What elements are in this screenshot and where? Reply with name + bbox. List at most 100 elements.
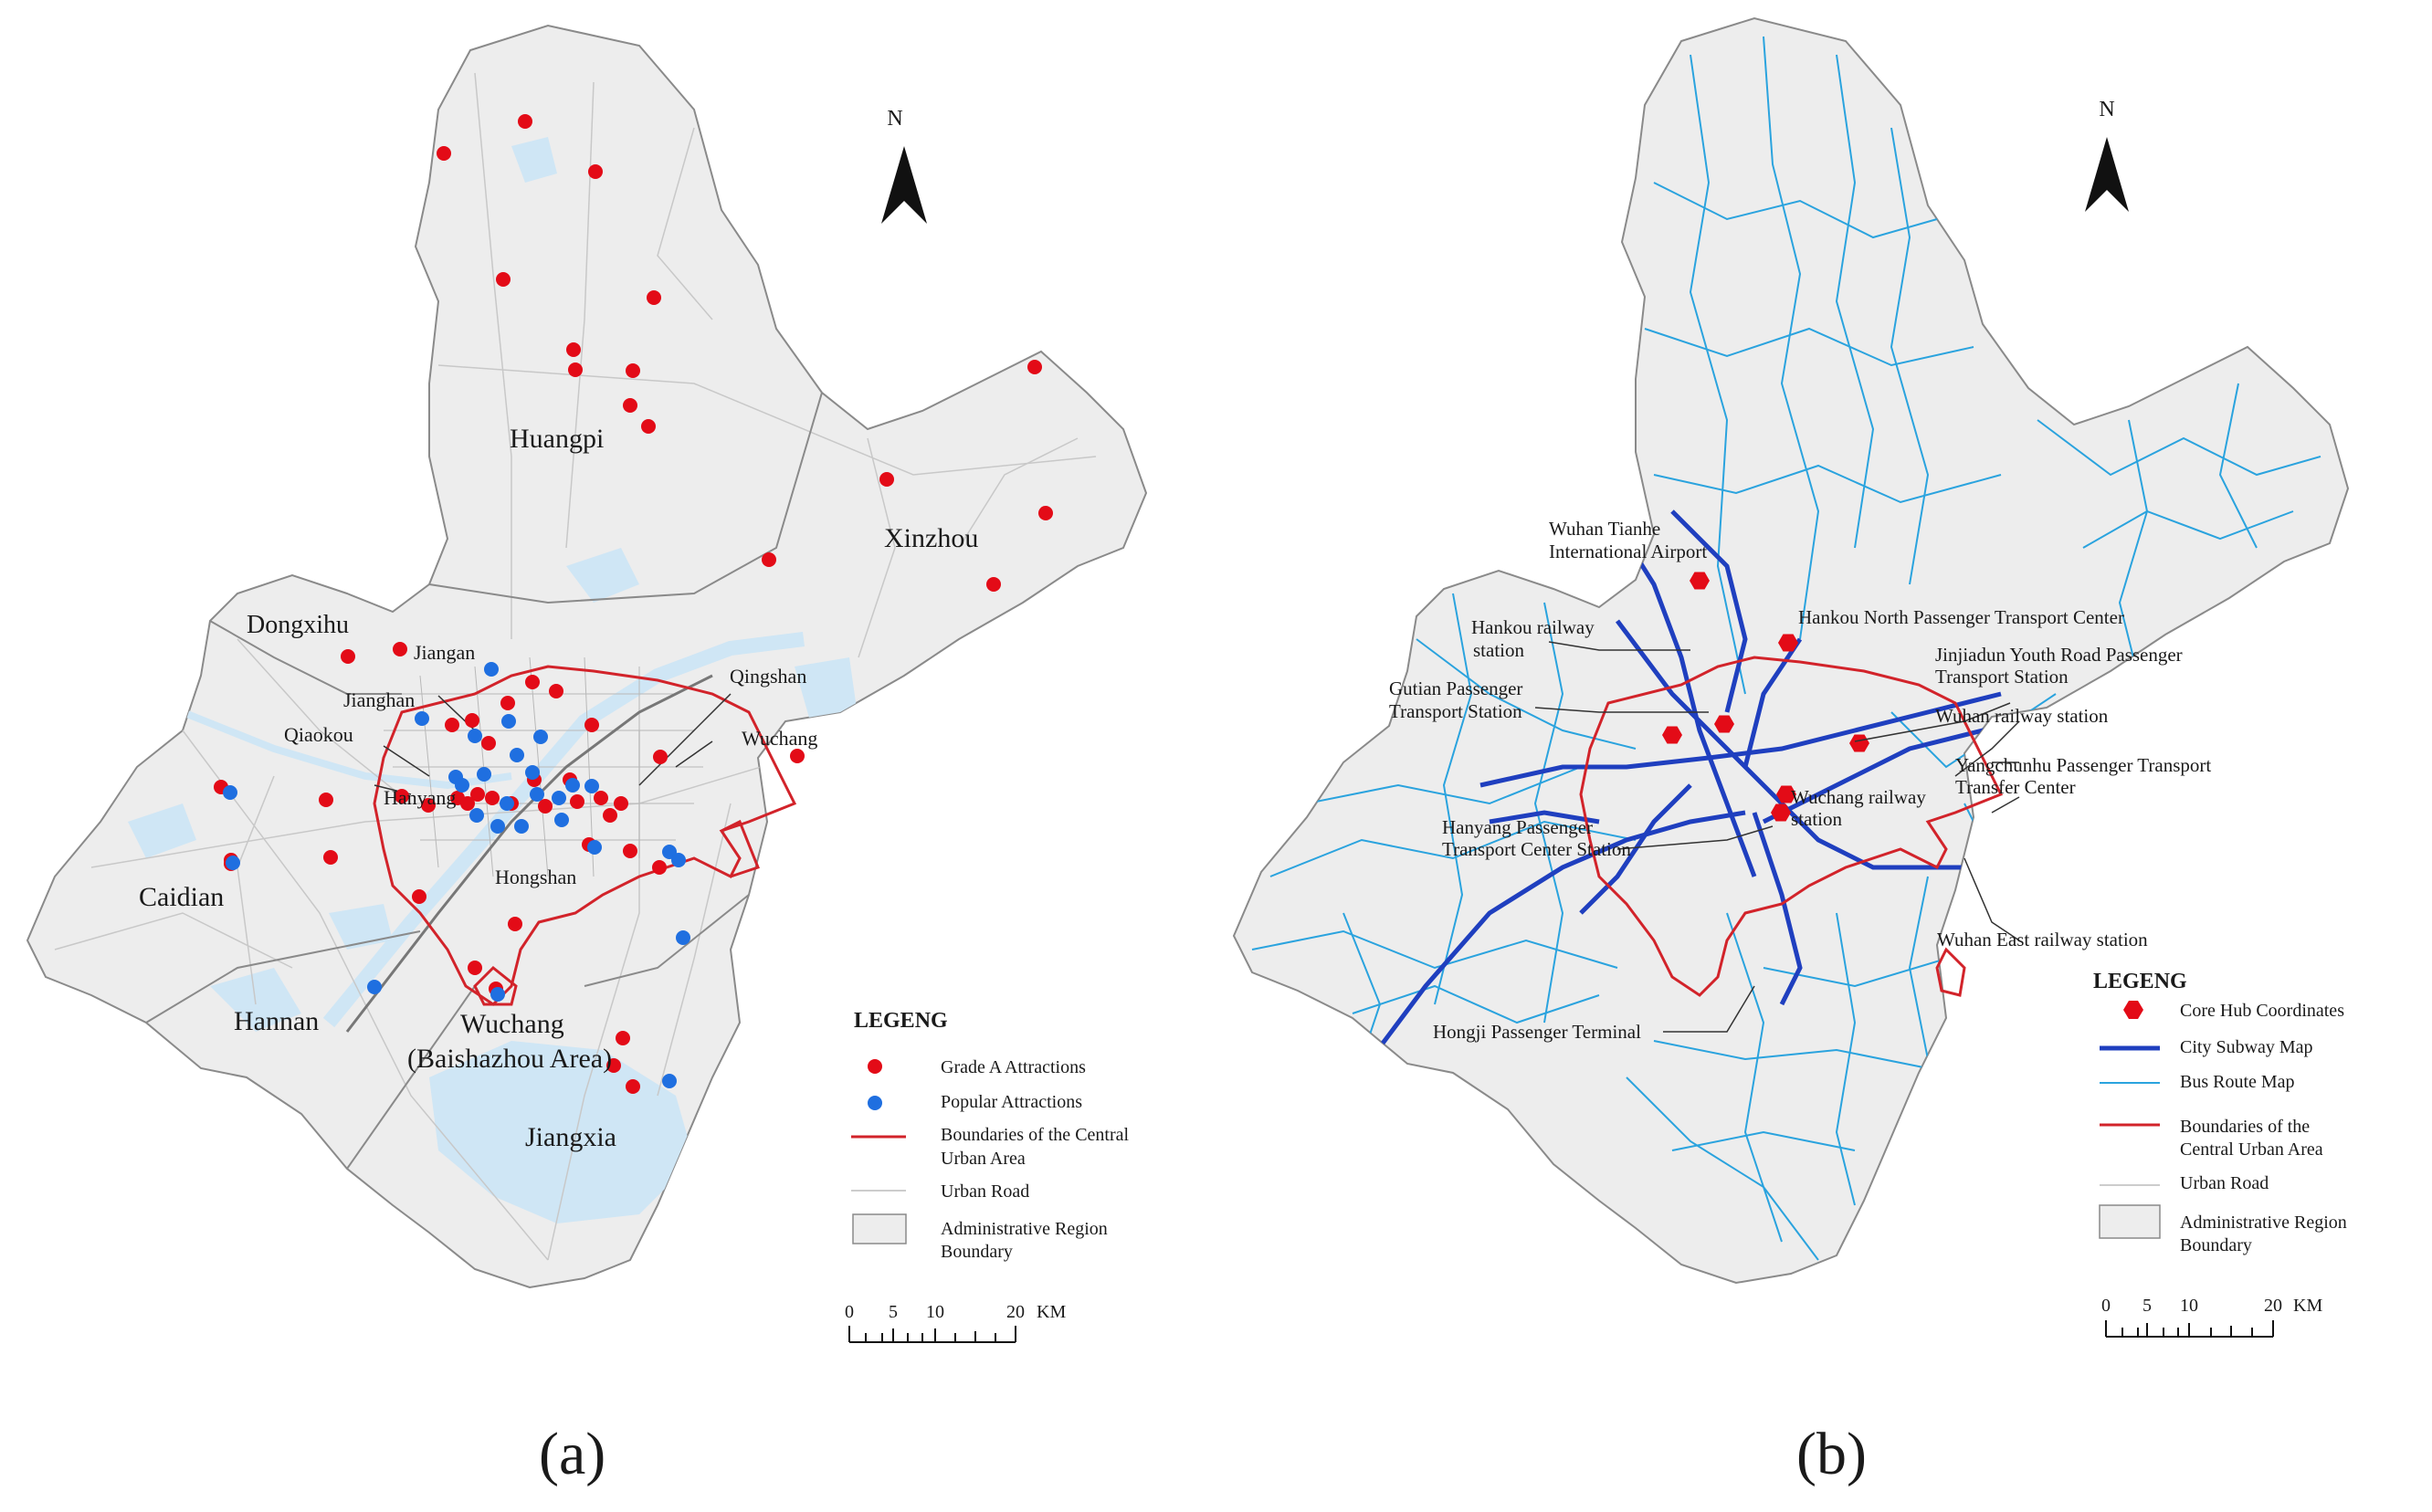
grade-a-marker	[421, 798, 436, 813]
grade-a-marker	[986, 577, 1001, 592]
scale-b-20: 20	[2264, 1296, 2282, 1316]
yangtze-river	[322, 632, 805, 1028]
grade-a-marker	[412, 889, 426, 904]
caption-b: (b)	[1796, 1421, 1867, 1487]
legend-subway-label: City Subway Map	[2180, 1037, 2313, 1057]
popular-marker	[552, 791, 566, 805]
grade-a-marker	[538, 799, 553, 814]
north-label: N	[887, 107, 902, 131]
label-hongshan: Hongshan	[495, 866, 576, 888]
han-river	[181, 709, 512, 790]
scale-b-10: 10	[2180, 1296, 2198, 1316]
district-boundaries	[145, 392, 823, 1170]
label-wuchang-baishazhou: Wuchang	[460, 1009, 564, 1039]
map-b-svg: Wuhan Tianhe International Airport Hanko…	[1232, 16, 2350, 1338]
map-panel-a: Huangpi Xinzhou Dongxihu Jiangan Jiangha…	[26, 24, 1148, 1487]
grade-a-marker	[762, 552, 776, 567]
grade-a-marker	[549, 684, 563, 698]
grade-a-marker	[588, 164, 603, 179]
label-jinjiadun-1: Jinjiadun Youth Road Passenger	[1935, 644, 2183, 666]
popular-marker	[662, 1074, 677, 1088]
hub-marker	[1778, 634, 1798, 652]
central-urban-boundary-b	[1579, 656, 2004, 997]
legend-a: LEGENG Grade A Attractions Popular Attra…	[851, 1009, 1129, 1262]
hub-marker	[1690, 572, 1710, 590]
label-jinjiadun-2: Transport Station	[1935, 666, 2069, 688]
popular-marker	[468, 729, 482, 743]
popular-marker	[469, 808, 484, 823]
grade-a-marker	[323, 850, 338, 865]
legend-b-admin-symbol	[2099, 1204, 2161, 1239]
grade-a-marker	[518, 114, 532, 129]
label-caidian: Caidian	[139, 882, 224, 912]
scale-b-0: 0	[2101, 1296, 2111, 1316]
grade-a-marker	[460, 796, 475, 811]
label-baishazhou-area: (Baishazhou Area)	[407, 1044, 612, 1074]
hub-marker	[1771, 803, 1791, 822]
legend-title: LEGENG	[854, 1009, 948, 1033]
scale-bar-b: 0 5 10 20 KM	[2101, 1296, 2322, 1338]
popular-marker	[455, 778, 469, 793]
map-panel-b: Wuhan Tianhe International Airport Hanko…	[1216, 0, 2432, 1512]
hub-marker	[1776, 785, 1796, 803]
legend-b-title: LEGENG	[2093, 970, 2187, 993]
popular-marker	[584, 779, 599, 793]
legend-grade-a-label: Grade A Attractions	[941, 1057, 1086, 1077]
popular-marker	[367, 980, 382, 994]
north-label-b: N	[2099, 98, 2114, 121]
label-hannan: Hannan	[234, 1006, 319, 1036]
label-hanyang-1: Hanyang Passenger	[1442, 816, 1593, 838]
popular-marker	[554, 813, 569, 827]
label-yangchunhu-1: Yangchunhu Passenger Transport	[1955, 754, 2211, 776]
label-xinzhou: Xinzhou	[884, 523, 978, 553]
grade-a-marker	[437, 146, 451, 161]
label-hanyang-2: Transport Center Station	[1442, 838, 1631, 860]
legend-popular-label: Popular Attractions	[941, 1092, 1082, 1112]
grade-a-marker	[470, 787, 485, 802]
grade-a-marker	[606, 1058, 621, 1073]
grade-a-marker	[1038, 506, 1053, 520]
legend-admin-label-1: Administrative Region	[941, 1219, 1108, 1239]
grade-a-marker	[500, 696, 515, 710]
popular-marker	[510, 748, 524, 762]
hub-marker	[1662, 726, 1682, 744]
grade-a-marker	[485, 791, 500, 805]
map-a-svg: Huangpi Xinzhou Dongxihu Jiangan Jiangha…	[26, 24, 1148, 1343]
grade-a-marker	[647, 290, 661, 305]
grade-a-marker	[468, 961, 482, 975]
label-hanyang: Hanyang	[384, 786, 456, 809]
hub-marker	[1849, 734, 1869, 752]
label-qingshan: Qingshan	[730, 665, 806, 688]
label-airport-2: International Airport	[1549, 541, 1707, 562]
legend-popular-symbol	[868, 1096, 882, 1110]
grade-a-marker	[623, 398, 637, 413]
grade-a-marker	[525, 675, 540, 689]
label-gutian-1: Gutian Passenger	[1389, 677, 1522, 699]
grade-a-marker	[584, 718, 599, 732]
grade-a-marker	[496, 272, 511, 287]
central-urban-boundary-south	[473, 965, 518, 1006]
scale-b-5: 5	[2142, 1296, 2152, 1316]
central-urban-boundary-b-south	[1935, 947, 1966, 997]
legend-boundary-label-2: Urban Area	[941, 1149, 1026, 1169]
grade-a-marker	[614, 796, 628, 811]
popular-marker	[525, 765, 540, 780]
legend-road-label: Urban Road	[941, 1181, 1029, 1202]
grade-a-marker	[616, 1031, 630, 1045]
legend-b-boundary-1: Boundaries of the	[2180, 1117, 2310, 1137]
grade-a-marker	[790, 749, 805, 763]
caption-a: (a)	[539, 1421, 606, 1487]
grade-a-marker	[568, 362, 583, 377]
label-hankou-rail-1: Hankou railway	[1471, 616, 1595, 638]
label-jiangxia: Jiangxia	[525, 1122, 616, 1152]
grade-a-marker	[641, 419, 656, 434]
popular-marker	[533, 730, 548, 744]
label-jiangan: Jiangan	[414, 641, 475, 664]
grade-a-marker	[626, 1079, 640, 1094]
grade-a-marker	[594, 791, 608, 805]
popular-marker	[514, 819, 529, 834]
grade-a-marker	[445, 718, 459, 732]
grade-a-marker	[1027, 360, 1042, 374]
core-hubs	[1662, 572, 1869, 822]
scale-unit: KM	[1037, 1302, 1066, 1322]
